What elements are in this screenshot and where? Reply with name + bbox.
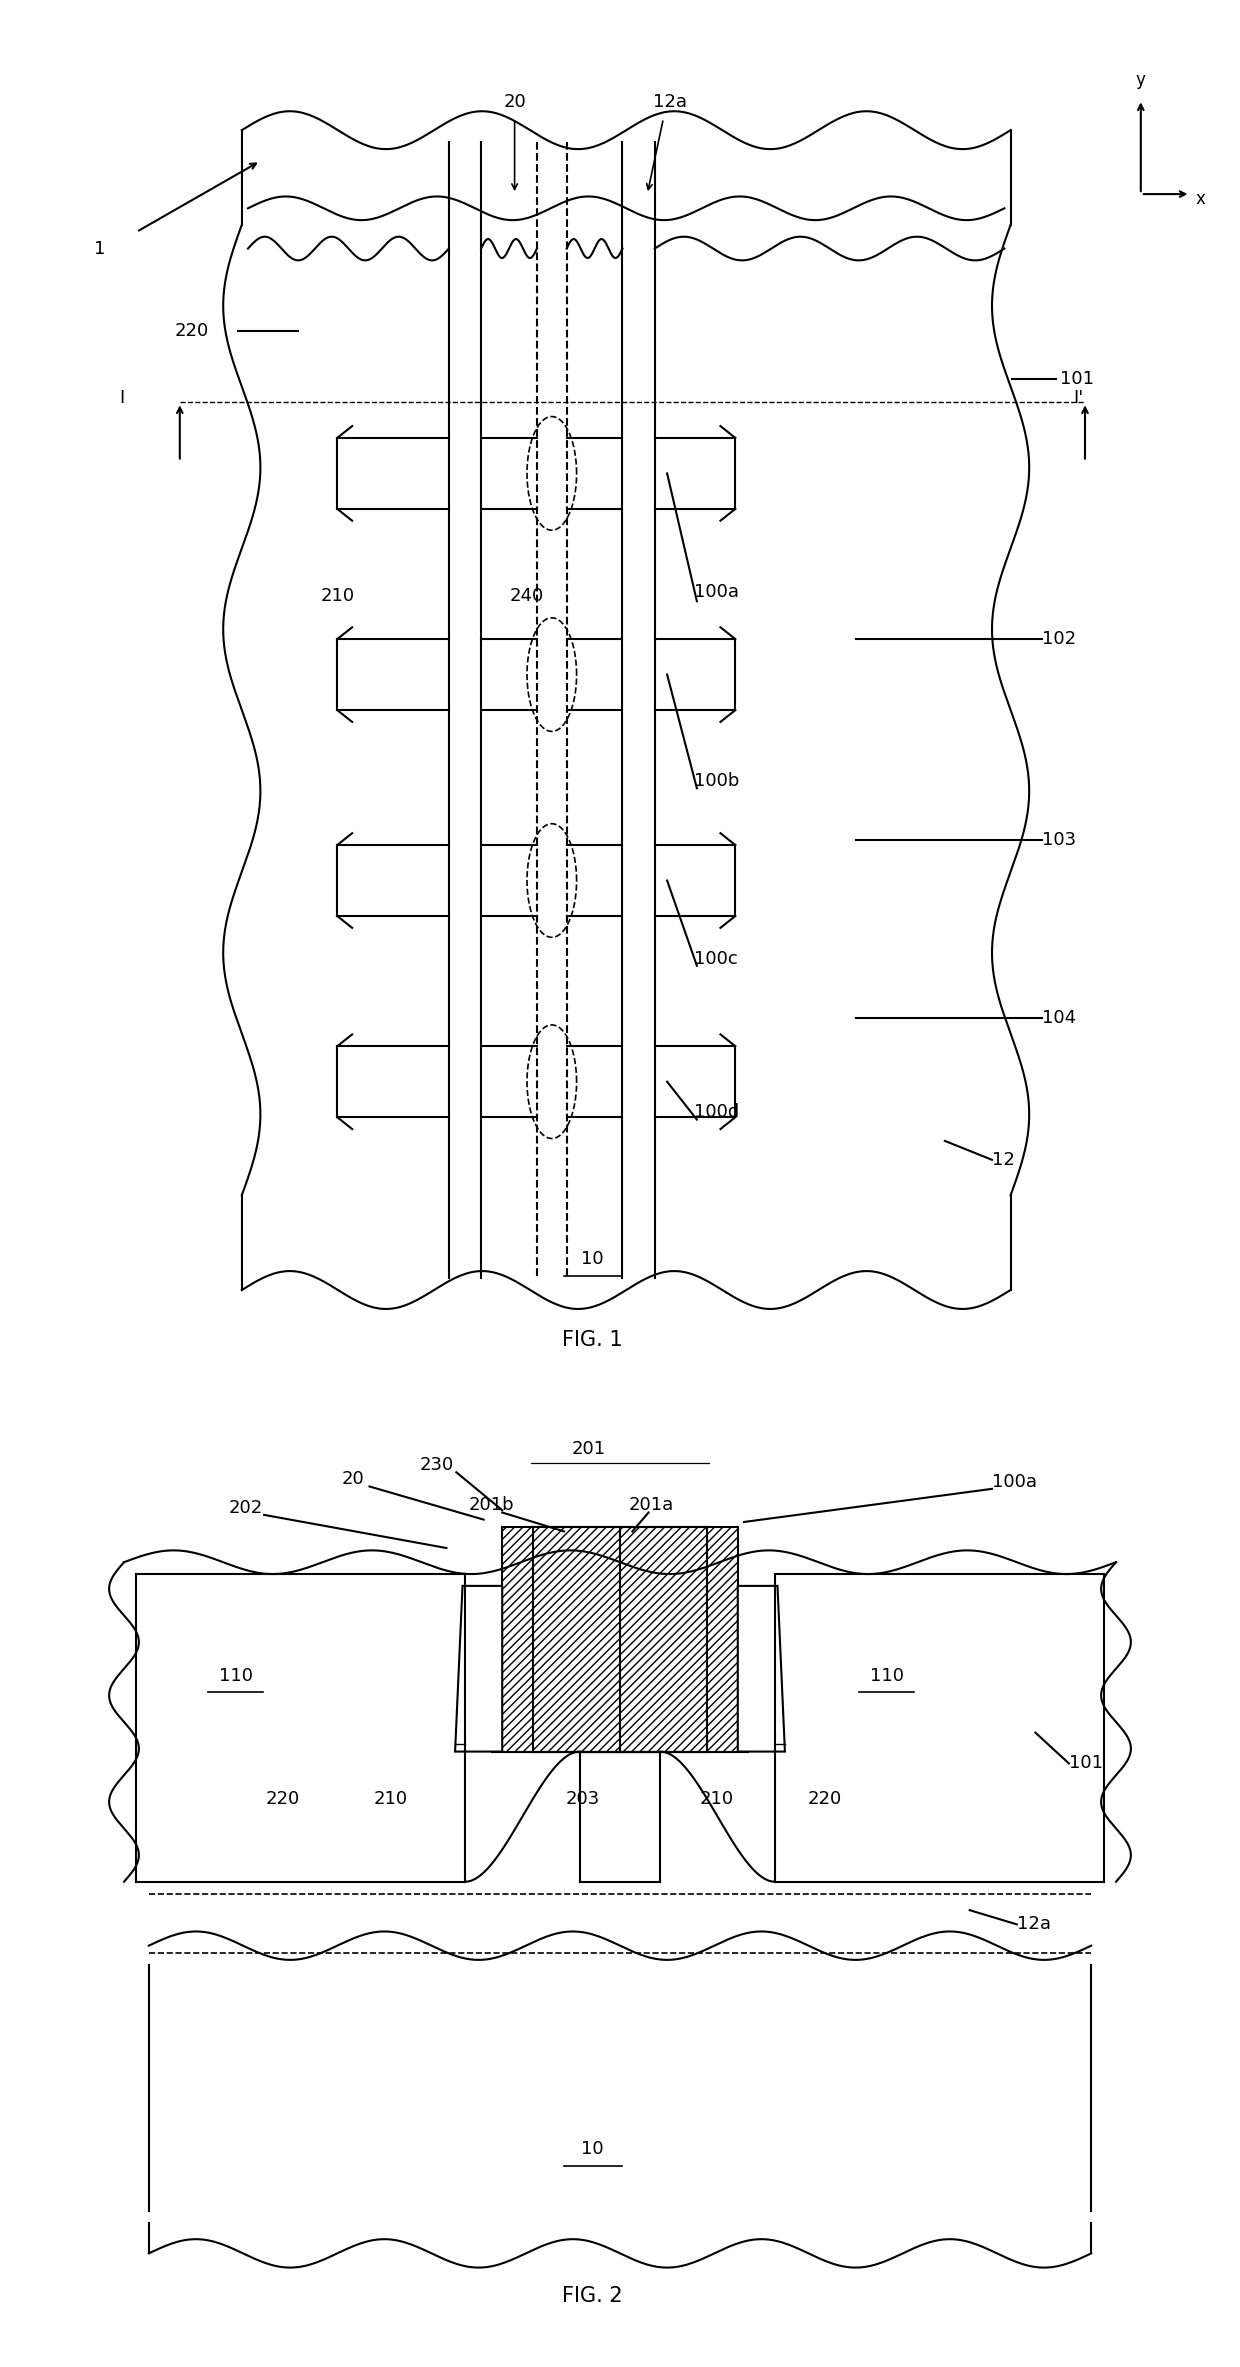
Text: 12: 12 (992, 1150, 1014, 1169)
Text: 201: 201 (572, 1439, 606, 1458)
Text: 1: 1 (93, 239, 105, 258)
Text: 110: 110 (218, 1666, 253, 1685)
Text: 240: 240 (510, 587, 544, 606)
Text: 100d: 100d (694, 1103, 739, 1122)
Text: 210: 210 (699, 1789, 734, 1808)
Text: 100a: 100a (992, 1472, 1037, 1491)
Text: 230: 230 (419, 1456, 454, 1475)
Text: 10: 10 (582, 1250, 604, 1269)
Text: 103: 103 (1042, 831, 1076, 850)
Text: 104: 104 (1042, 1008, 1076, 1027)
Text: 20: 20 (342, 1470, 365, 1489)
Text: 10: 10 (582, 2140, 604, 2159)
Text: I: I (119, 388, 124, 407)
Text: 220: 220 (807, 1789, 842, 1808)
Text: 201a: 201a (629, 1496, 673, 1515)
Text: I': I' (1074, 388, 1084, 407)
Text: 110: 110 (869, 1666, 904, 1685)
Text: y: y (1136, 71, 1146, 90)
Text: FIG. 2: FIG. 2 (563, 2287, 622, 2305)
Text: 101: 101 (1060, 369, 1094, 388)
Text: 101: 101 (1069, 1754, 1102, 1773)
Text: 210: 210 (320, 587, 355, 606)
Text: 100c: 100c (694, 949, 738, 968)
Polygon shape (738, 1586, 785, 1752)
Text: 203: 203 (565, 1789, 600, 1808)
Polygon shape (455, 1586, 502, 1752)
Text: 102: 102 (1042, 630, 1076, 649)
Text: 20: 20 (503, 92, 526, 111)
Text: 210: 210 (373, 1789, 408, 1808)
Bar (502, 1527, 738, 1752)
Text: 220: 220 (175, 322, 210, 341)
Text: 201b: 201b (469, 1496, 513, 1515)
Text: FIG. 1: FIG. 1 (563, 1330, 622, 1349)
Text: 100b: 100b (694, 772, 740, 791)
Text: x: x (1195, 189, 1205, 208)
Text: 12a: 12a (1017, 1915, 1050, 1934)
Text: 202: 202 (228, 1498, 263, 1517)
Text: 100a: 100a (694, 582, 739, 601)
Text: 12a: 12a (652, 92, 687, 111)
Text: 220: 220 (265, 1789, 300, 1808)
